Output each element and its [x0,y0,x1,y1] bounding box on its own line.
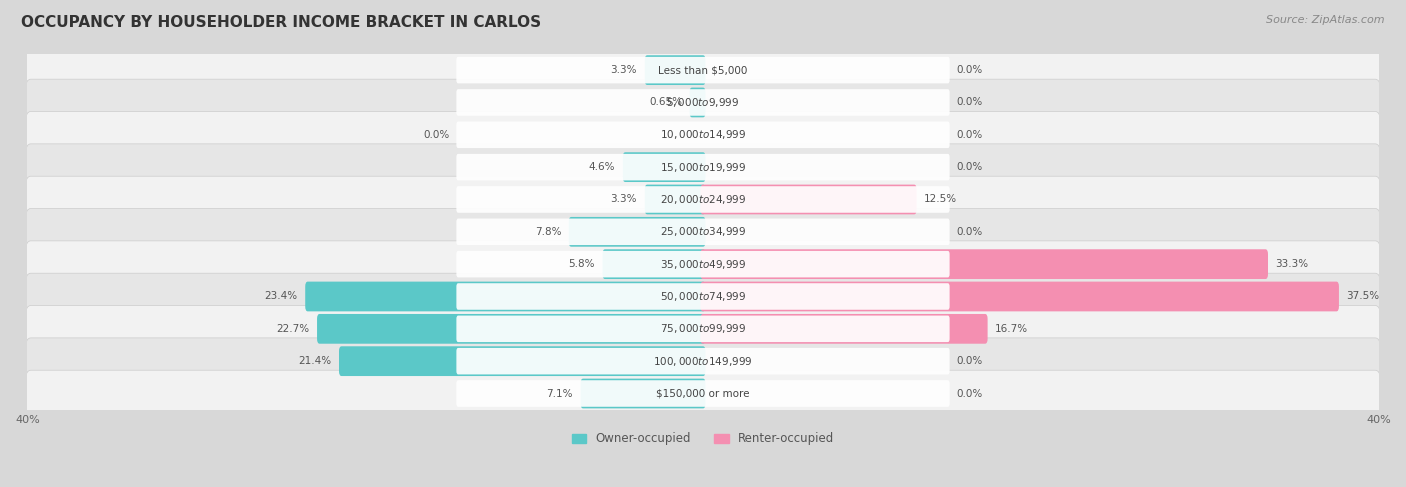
Text: 16.7%: 16.7% [995,324,1028,334]
FancyBboxPatch shape [457,348,949,375]
Text: 3.3%: 3.3% [610,194,637,205]
FancyBboxPatch shape [700,281,1339,311]
Text: 5.8%: 5.8% [568,259,595,269]
FancyBboxPatch shape [568,217,706,247]
Text: $5,000 to $9,999: $5,000 to $9,999 [666,96,740,109]
Text: $20,000 to $24,999: $20,000 to $24,999 [659,193,747,206]
Text: $15,000 to $19,999: $15,000 to $19,999 [659,161,747,174]
Text: 0.0%: 0.0% [956,65,983,75]
FancyBboxPatch shape [457,186,949,213]
Legend: Owner-occupied, Renter-occupied: Owner-occupied, Renter-occupied [567,428,839,450]
Text: 22.7%: 22.7% [277,324,309,334]
FancyBboxPatch shape [623,152,706,182]
Text: Source: ZipAtlas.com: Source: ZipAtlas.com [1267,15,1385,25]
Text: 33.3%: 33.3% [1275,259,1309,269]
Text: 3.3%: 3.3% [610,65,637,75]
Text: 37.5%: 37.5% [1347,292,1379,301]
Text: 0.0%: 0.0% [956,356,983,366]
FancyBboxPatch shape [700,314,987,344]
Text: $10,000 to $14,999: $10,000 to $14,999 [659,128,747,141]
FancyBboxPatch shape [457,283,949,310]
FancyBboxPatch shape [25,241,1381,287]
FancyBboxPatch shape [457,89,949,116]
FancyBboxPatch shape [457,154,949,180]
FancyBboxPatch shape [25,370,1381,417]
FancyBboxPatch shape [457,380,949,407]
Text: 0.0%: 0.0% [956,97,983,108]
FancyBboxPatch shape [25,47,1381,94]
Text: 21.4%: 21.4% [298,356,332,366]
Text: 4.6%: 4.6% [589,162,616,172]
Text: 12.5%: 12.5% [924,194,957,205]
Text: $75,000 to $99,999: $75,000 to $99,999 [659,322,747,336]
FancyBboxPatch shape [457,57,949,83]
Text: Less than $5,000: Less than $5,000 [658,65,748,75]
FancyBboxPatch shape [25,112,1381,158]
FancyBboxPatch shape [700,185,917,214]
Text: 7.1%: 7.1% [547,389,572,398]
Text: 0.0%: 0.0% [956,130,983,140]
FancyBboxPatch shape [457,316,949,342]
FancyBboxPatch shape [305,281,706,311]
FancyBboxPatch shape [25,208,1381,255]
FancyBboxPatch shape [645,55,706,85]
Text: 0.0%: 0.0% [423,130,450,140]
Text: 0.0%: 0.0% [956,389,983,398]
FancyBboxPatch shape [25,338,1381,384]
FancyBboxPatch shape [581,378,706,409]
FancyBboxPatch shape [457,122,949,148]
FancyBboxPatch shape [25,79,1381,126]
FancyBboxPatch shape [457,251,949,278]
Text: $25,000 to $34,999: $25,000 to $34,999 [659,225,747,238]
FancyBboxPatch shape [25,176,1381,223]
Text: $50,000 to $74,999: $50,000 to $74,999 [659,290,747,303]
FancyBboxPatch shape [339,346,706,376]
Text: 0.0%: 0.0% [956,162,983,172]
Text: $35,000 to $49,999: $35,000 to $49,999 [659,258,747,271]
Text: 0.65%: 0.65% [650,97,682,108]
FancyBboxPatch shape [689,88,706,117]
FancyBboxPatch shape [25,305,1381,352]
FancyBboxPatch shape [603,249,706,279]
Text: $100,000 to $149,999: $100,000 to $149,999 [654,355,752,368]
FancyBboxPatch shape [700,249,1268,279]
Text: 23.4%: 23.4% [264,292,298,301]
Text: 0.0%: 0.0% [956,227,983,237]
FancyBboxPatch shape [25,144,1381,190]
Text: OCCUPANCY BY HOUSEHOLDER INCOME BRACKET IN CARLOS: OCCUPANCY BY HOUSEHOLDER INCOME BRACKET … [21,15,541,30]
FancyBboxPatch shape [316,314,706,344]
Text: $150,000 or more: $150,000 or more [657,389,749,398]
FancyBboxPatch shape [645,185,706,214]
Text: 7.8%: 7.8% [534,227,561,237]
FancyBboxPatch shape [457,219,949,245]
FancyBboxPatch shape [25,273,1381,320]
